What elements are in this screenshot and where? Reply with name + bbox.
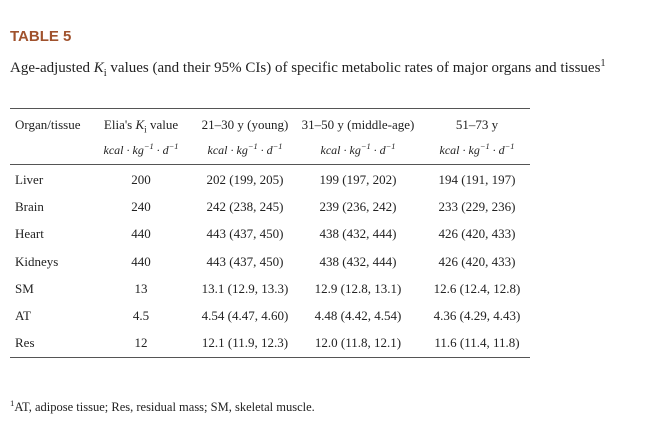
header-cell: Organ/tissue <box>15 117 80 133</box>
unit-text: · d <box>370 143 386 157</box>
title-note: 1 <box>600 58 606 69</box>
cell-value: 12.0 (11.8, 12.1) <box>314 335 402 351</box>
cell-value: 443 (437, 450) <box>206 226 284 242</box>
unit-text: kcal · kg <box>320 143 361 157</box>
header-rule <box>10 164 530 165</box>
unit-text: −1 <box>504 142 515 151</box>
header-text: 51–73 y <box>455 117 499 132</box>
header-text: K <box>135 117 145 132</box>
header-cell: Elia's Ki value <box>104 117 178 135</box>
unit-cell: kcal · kg−1 · d−1 <box>321 142 396 158</box>
unit-text: kcal · kg <box>439 143 480 157</box>
cell-value: 440 <box>131 226 151 242</box>
title-var: K <box>93 60 104 76</box>
cell-value: 240 <box>131 199 151 215</box>
cell-value: 4.54 (4.47, 4.60) <box>201 308 289 323</box>
cell-value: 4.48 (4.42, 4.54) <box>314 308 402 323</box>
unit-cell: kcal · kg−1 · d−1 <box>104 142 179 158</box>
header-text: value <box>146 117 179 132</box>
unit-text: −1 <box>247 142 258 151</box>
unit-text: −1 <box>168 142 179 151</box>
unit-text: · d <box>257 143 273 157</box>
row-label: Heart <box>15 226 44 242</box>
cell-value: 13.1 (12.9, 13.3) <box>201 280 289 296</box>
row-label: Brain <box>15 199 44 215</box>
table-title: Age-adjusted Ki values (and their 95% CI… <box>10 58 606 79</box>
unit-cell: kcal · kg−1 · d−1 <box>440 142 515 158</box>
cell-value: 194 (191, 197) <box>438 172 516 187</box>
unit-text: · d <box>489 143 505 157</box>
row-label: Res <box>15 335 35 351</box>
bottom-rule <box>10 357 530 358</box>
row-label: SM <box>15 280 34 296</box>
row-label: Liver <box>15 172 44 187</box>
cell-value: 239 (236, 242) <box>319 199 397 215</box>
cell-value: 12.1 (11.9, 12.3) <box>201 335 289 351</box>
header-text: Elia's <box>103 117 136 132</box>
unit-text: · d <box>153 143 169 157</box>
unit-text: −1 <box>385 142 396 151</box>
cell-value: 12.6 (12.4, 12.8) <box>433 280 521 296</box>
title-text: Age-adjusted <box>10 60 94 76</box>
unit-text: −1 <box>360 142 371 151</box>
table-label: TABLE 5 <box>10 28 72 45</box>
header-text: 21–30 y (young) <box>201 117 289 132</box>
cell-value: 438 (432, 444) <box>319 226 397 242</box>
cell-value: 199 (197, 202) <box>319 172 397 187</box>
unit-text: kcal · kg <box>207 143 248 157</box>
cell-value: 13 <box>134 280 148 296</box>
header-cell: 31–50 y (middle-age) <box>302 117 415 133</box>
unit-text: −1 <box>479 142 490 151</box>
cell-value: 426 (420, 433) <box>438 253 516 269</box>
cell-value: 4.5 <box>132 308 150 323</box>
cell-value: 440 <box>131 253 151 269</box>
cell-value: 443 (437, 450) <box>206 253 284 269</box>
cell-value: 11.6 (11.4, 11.8) <box>434 335 520 351</box>
cell-value: 233 (229, 236) <box>438 199 516 215</box>
header-text: i <box>144 124 147 135</box>
cell-value: 12 <box>134 335 148 351</box>
row-label: AT <box>15 308 31 323</box>
title-sub: i <box>103 68 107 79</box>
header-cell: 51–73 y <box>456 117 498 133</box>
unit-text: −1 <box>143 142 154 151</box>
row-label: Kidneys <box>15 253 59 269</box>
header-text: Organ/tissue <box>15 117 81 132</box>
unit-text: −1 <box>272 142 283 151</box>
cell-value: 200 <box>131 172 151 187</box>
footnote-text: AT, adipose tissue; Res, residual mass; … <box>14 400 315 415</box>
unit-cell: kcal · kg−1 · d−1 <box>208 142 283 158</box>
header-cell: 21–30 y (young) <box>202 117 289 133</box>
cell-value: 202 (199, 205) <box>206 172 284 187</box>
footnote: 1AT, adipose tissue; Res, residual mass;… <box>10 398 315 415</box>
unit-text: kcal · kg <box>103 143 144 157</box>
header-text: 31–50 y (middle-age) <box>301 117 415 132</box>
top-rule <box>10 108 530 109</box>
cell-value: 242 (238, 245) <box>206 199 284 215</box>
footnote-mark: 1 <box>10 398 15 408</box>
cell-value: 426 (420, 433) <box>438 226 516 242</box>
cell-value: 12.9 (12.8, 13.1) <box>314 280 402 296</box>
cell-value: 4.36 (4.29, 4.43) <box>433 308 521 323</box>
title-text: values (and their 95% CIs) of specific m… <box>106 60 601 76</box>
cell-value: 438 (432, 444) <box>319 253 397 269</box>
